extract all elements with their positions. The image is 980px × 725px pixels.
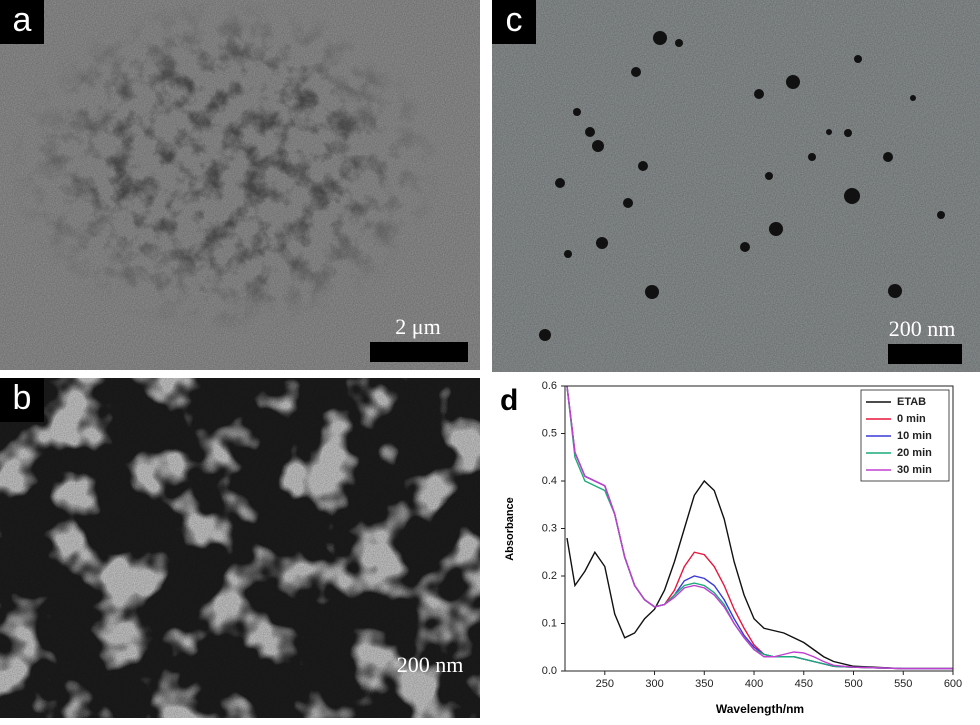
y-tick-label: 0.4	[542, 475, 557, 487]
panel-label: c	[506, 1, 523, 39]
panel-a: a 2 μm	[0, 0, 480, 370]
y-tick-label: 0.1	[542, 617, 557, 629]
chart: d Wavelength/nm Absorbance 250 300 350 400 4…	[500, 380, 962, 716]
panel-label: d	[500, 384, 518, 417]
panel-label: a	[13, 1, 32, 39]
series-line	[566, 479, 953, 670]
panel-b: b 200 nm	[0, 378, 480, 718]
plot-frame	[564, 385, 954, 672]
x-axis-label: Wavelength/nm	[716, 702, 804, 716]
series-line	[566, 386, 953, 670]
legend-label: 20 min	[897, 447, 932, 459]
scale-bar-label: 2 μm	[395, 314, 440, 339]
x-tick-label: 500	[844, 678, 862, 690]
scale-bar-label: 200 nm	[889, 316, 956, 341]
legend-label: ETAB	[897, 396, 926, 408]
legend-label: 0 min	[897, 413, 926, 425]
x-tick-label: 450	[795, 678, 813, 690]
y-axis-label: Absorbance	[504, 497, 516, 561]
x-tick-label: 300	[645, 678, 663, 690]
panel-c: c 200 nm	[492, 0, 980, 372]
x-tick-label: 600	[944, 678, 962, 690]
y-tick-label: 0.3	[542, 522, 557, 534]
plot-lines	[566, 386, 953, 670]
y-tick-label: 0.6	[542, 380, 557, 392]
y-tick-label: 0.5	[542, 427, 557, 439]
x-tick-label: 550	[894, 678, 912, 690]
y-tick-label: 0.2	[542, 570, 557, 582]
x-tick-label: 400	[745, 678, 763, 690]
scale-bar-label: 200 nm	[397, 652, 464, 677]
x-tick-label: 250	[596, 678, 614, 690]
panel-label: b	[13, 379, 32, 417]
legend-label: 30 min	[897, 464, 932, 476]
x-tick-label: 350	[695, 678, 713, 690]
legend-label: 10 min	[897, 430, 932, 442]
y-tick-label: 0.0	[542, 665, 557, 677]
